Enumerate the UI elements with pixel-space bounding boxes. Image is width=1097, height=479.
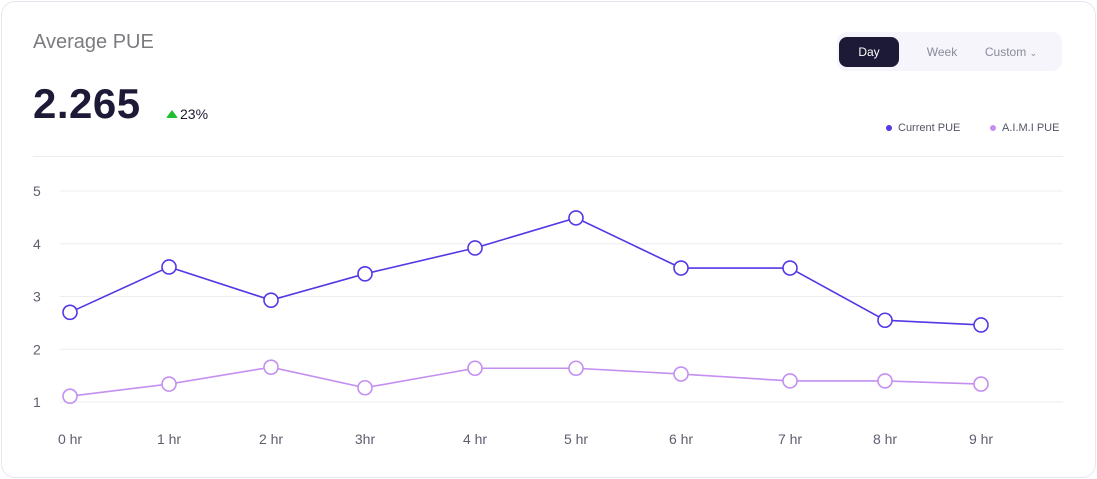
chevron-down-icon: ⌄ (1029, 48, 1038, 58)
data-point-aimi (568, 360, 584, 377)
series-line-aimi (69, 366, 982, 397)
average-pue-value: 2.265 (33, 80, 141, 127)
range-selector: Day Week Custom ⌄ (837, 32, 1062, 71)
header-divider (33, 156, 1063, 157)
legend-aimi: A.I.M.I PUE (990, 122, 1059, 134)
range-custom-dropdown[interactable]: Custom ⌄ (977, 37, 1045, 67)
data-point-aimi (467, 360, 483, 377)
x-tick-label: 6 hr (669, 431, 693, 447)
legend-dot-aimi (990, 125, 996, 131)
x-tick-label: 4 hr (463, 431, 487, 447)
data-point-current (467, 240, 483, 256)
triangle-up-icon (166, 110, 178, 118)
data-point-aimi (782, 373, 798, 389)
range-custom-label: Custom (984, 45, 1027, 59)
data-point-current (877, 312, 893, 329)
y-tick-label: 2 (33, 341, 41, 357)
data-point-current (673, 260, 689, 276)
data-point-current (357, 266, 373, 282)
x-tick-label: 3hr (355, 431, 376, 447)
x-tick-label: 7 hr (778, 431, 802, 447)
x-tick-label: 8 hr (873, 431, 897, 447)
range-day-button[interactable]: Day (839, 37, 899, 67)
data-point-current (62, 304, 78, 321)
data-point-aimi (673, 366, 689, 382)
data-point-aimi (62, 388, 78, 404)
y-tick-label: 1 (33, 394, 41, 410)
data-point-aimi (877, 373, 893, 389)
y-tick-label: 5 (33, 183, 41, 199)
legend-label-aimi: A.I.M.I PUE (1002, 122, 1060, 134)
data-point-current (568, 210, 584, 226)
x-tick-label: 5 hr (564, 431, 588, 447)
y-tick-label: 3 (33, 289, 41, 305)
data-point-current (782, 260, 798, 276)
range-week-button[interactable]: Week (926, 45, 958, 59)
delta-value: 23% (180, 106, 209, 122)
series-line-current (69, 217, 982, 326)
x-tick-label: 9 hr (969, 431, 993, 447)
legend-label-current: Current PUE (898, 122, 961, 134)
data-point-current (973, 317, 989, 333)
delta-badge: 23% (166, 106, 208, 122)
y-tick-label: 4 (33, 236, 41, 252)
data-point-aimi (161, 376, 177, 392)
data-point-aimi (973, 376, 989, 392)
x-tick-label: 2 hr (259, 431, 283, 447)
data-point-aimi (357, 379, 373, 396)
legend-dot-current (886, 125, 892, 131)
data-point-aimi (263, 359, 279, 375)
x-tick-label: 0 hr (58, 431, 82, 447)
data-point-current (263, 292, 279, 308)
card-title: Average PUE (33, 31, 154, 53)
x-tick-label: 1 hr (157, 431, 181, 447)
legend-current: Current PUE (886, 122, 960, 134)
data-point-current (161, 259, 177, 275)
